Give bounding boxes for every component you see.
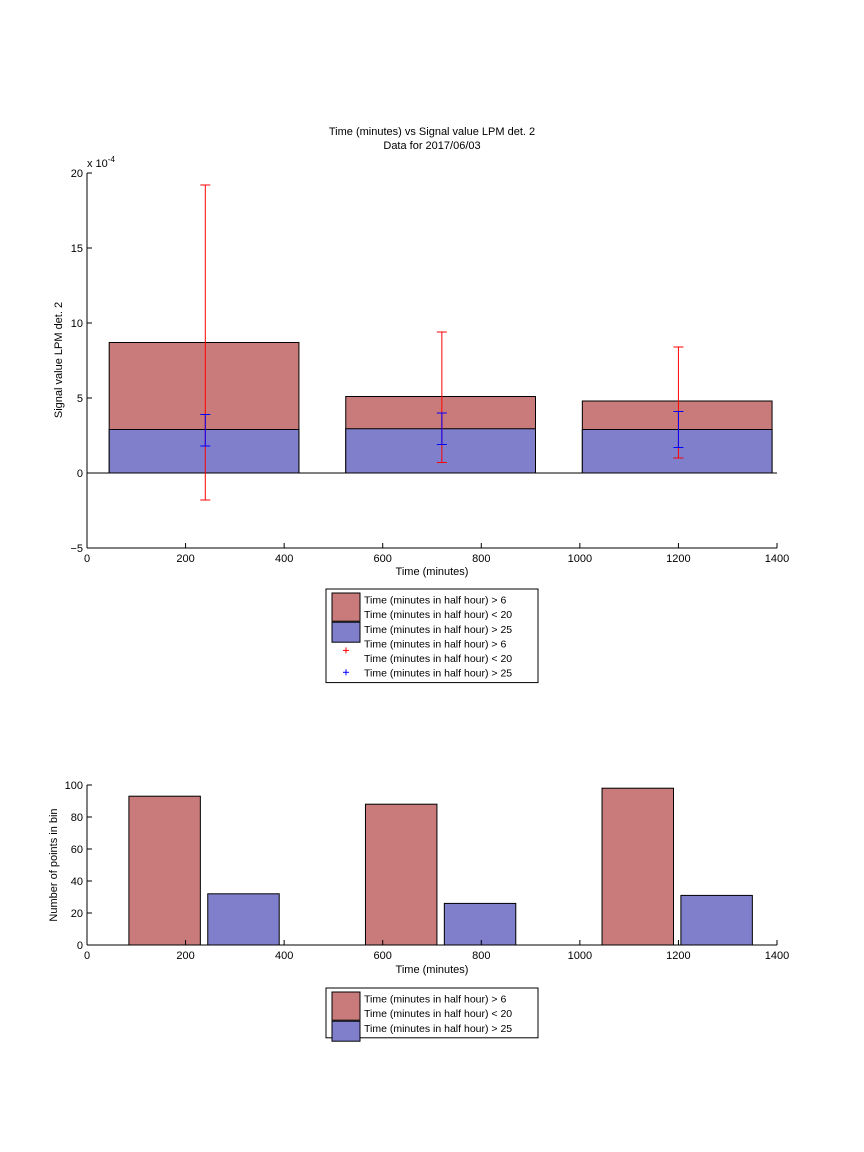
chart-title: Time (minutes) vs Signal value LPM det. … xyxy=(329,126,535,138)
legend-swatch xyxy=(331,592,361,622)
bars xyxy=(87,342,777,474)
bar-series-2 xyxy=(345,428,536,474)
signal-chart: Time (minutes) vs Signal value LPM det. … xyxy=(53,126,789,684)
y-axis-label: Number of points in bin xyxy=(48,808,60,921)
bar-series-2 xyxy=(108,429,300,474)
error-bars xyxy=(200,184,684,501)
x-tick-label: 400 xyxy=(275,950,293,962)
legend-entry-label: Time (minutes in half hour) > 25 xyxy=(364,668,512,680)
legend-entry-label: Time (minutes in half hour) < 20 xyxy=(364,1008,512,1020)
y-tick-label: 100 xyxy=(65,780,83,792)
legend-entry-label: Time (minutes in half hour) > 25 xyxy=(364,624,512,636)
y-tick-label: 5 xyxy=(77,393,83,405)
y-tick-label: 80 xyxy=(71,812,83,824)
x-tick-label: 1400 xyxy=(765,950,789,962)
legend-entry-label: Time (minutes in half hour) > 6 xyxy=(364,595,506,607)
x-tick-label: 600 xyxy=(374,553,392,565)
bar-series-1 xyxy=(128,795,201,946)
y-tick-label: 15 xyxy=(71,243,83,255)
x-tick-label: 400 xyxy=(275,553,293,565)
bar-series-2 xyxy=(581,429,773,474)
legend-entry-label: Time (minutes in half hour) > 25 xyxy=(364,1023,512,1035)
x-axis-label: Time (minutes) xyxy=(396,566,469,578)
y-tick-label: 40 xyxy=(71,876,83,888)
legend-entry-label: Time (minutes in half hour) > 6 xyxy=(364,994,506,1006)
x-tick-label: 200 xyxy=(176,950,194,962)
bar-series-2 xyxy=(207,893,280,946)
chart-subtitle: Data for 2017/06/03 xyxy=(383,140,480,152)
legend-box xyxy=(325,987,539,1039)
y-exponent-label: x 10-4 xyxy=(87,155,115,170)
legend-swatch xyxy=(331,621,361,643)
x-tick-label: 1000 xyxy=(568,950,592,962)
bar-series-2 xyxy=(680,894,753,946)
x-tick-label: 1200 xyxy=(666,950,690,962)
bar-series-1 xyxy=(364,803,438,946)
legend-entry-label: Time (minutes in half hour) > 6 xyxy=(364,638,506,650)
y-tick-label: 0 xyxy=(77,468,83,480)
y-tick-label: 10 xyxy=(71,318,83,330)
x-tick-label: 1400 xyxy=(765,553,789,565)
legend-entry-label: Time (minutes in half hour) < 20 xyxy=(364,609,512,621)
axes: 0 200 400 600 800 1000 1200 1400 0 20 40 60 80 100 xyxy=(65,780,790,962)
y-tick-label: 60 xyxy=(71,844,83,856)
legend-entry-label: Time (minutes in half hour) < 20 xyxy=(364,653,512,665)
legend-swatch xyxy=(331,1020,361,1042)
y-tick-label: 20 xyxy=(71,168,83,180)
y-tick-label: 20 xyxy=(71,908,83,920)
legend-box xyxy=(325,588,539,684)
count-chart: 0 200 400 600 800 1000 1200 1400 0 20 40 60 80 100 Ti… xyxy=(48,780,790,1042)
x-axis-label: Time (minutes) xyxy=(396,964,469,976)
x-tick-label: 200 xyxy=(176,553,194,565)
x-tick-label: 600 xyxy=(374,950,392,962)
x-tick-label: 0 xyxy=(84,950,90,962)
x-tick-label: 1200 xyxy=(666,553,690,565)
x-tick-label: 1000 xyxy=(568,553,592,565)
bar-series-2 xyxy=(443,902,517,946)
x-tick-label: 800 xyxy=(472,553,490,565)
y-tick-label: −5 xyxy=(70,543,83,555)
bar-series-1 xyxy=(601,787,674,946)
y-axis-label: Signal value LPM det. 2 xyxy=(53,302,65,418)
bars xyxy=(128,787,753,946)
y-tick-label: 0 xyxy=(77,940,83,952)
legend: Time (minutes in half hour) > 6 Time (min… xyxy=(325,588,539,684)
legend-swatch xyxy=(331,991,361,1021)
x-tick-label: 800 xyxy=(472,950,490,962)
legend: Time (minutes in half hour) > 6 Time (min… xyxy=(325,987,539,1042)
x-tick-label: 0 xyxy=(84,553,90,565)
